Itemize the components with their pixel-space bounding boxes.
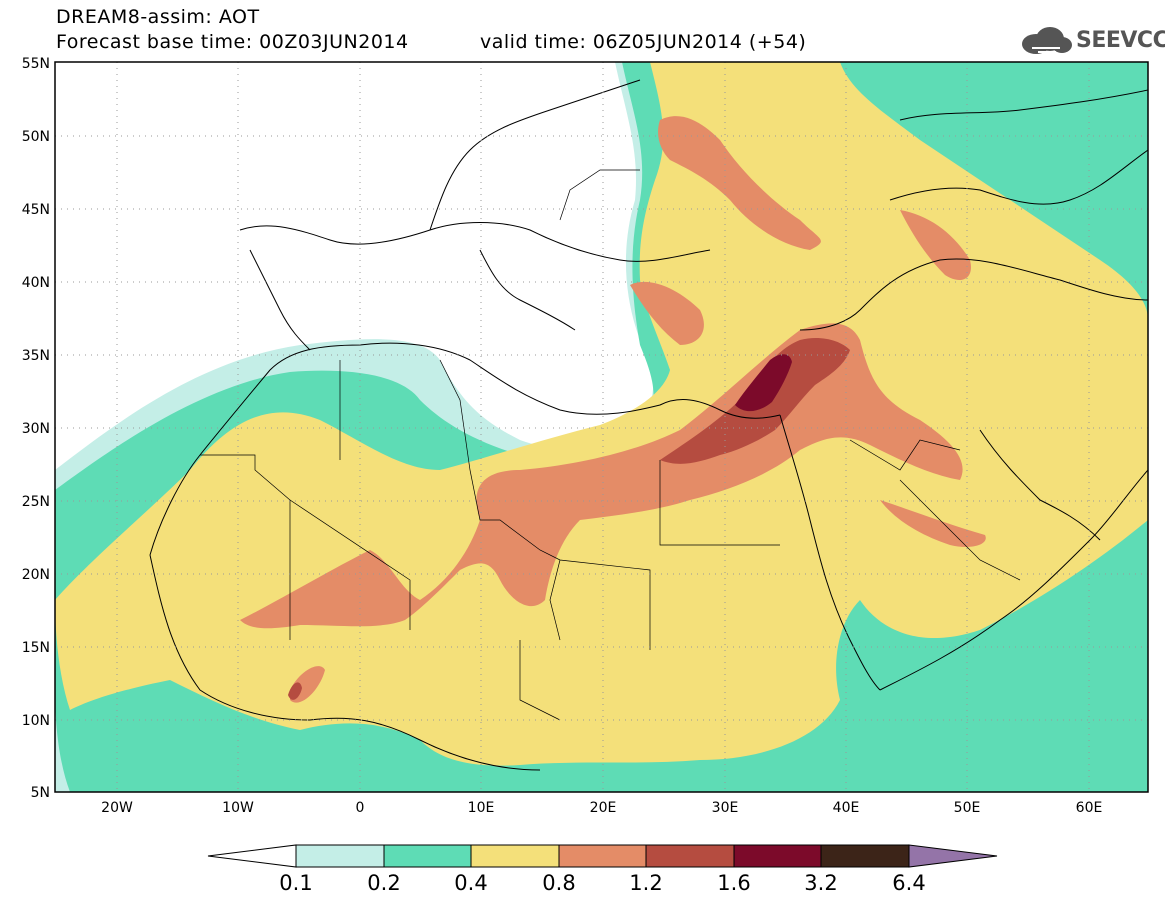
aot-band-1.6 — [735, 354, 792, 412]
valid-time: valid time: 06Z05JUN2014 (+54) — [480, 31, 807, 53]
lat-label: 5N — [31, 785, 50, 801]
colorbar-overflow — [908, 844, 998, 868]
lat-label: 30N — [22, 421, 50, 437]
colorbar-label: 0.4 — [454, 871, 487, 895]
lat-label: 35N — [22, 348, 50, 364]
lon-label: 10W — [222, 800, 254, 816]
colorbar-labels: 0.1 0.2 0.4 0.8 1.2 1.6 3.2 6.4 — [279, 871, 925, 895]
colorbar-label: 0.1 — [279, 871, 312, 895]
map-title: DREAM8-assim: AOT — [56, 6, 260, 28]
colorbar-swatch — [470, 844, 560, 868]
plot-frame — [54, 61, 1149, 793]
lat-label: 50N — [22, 129, 50, 145]
cloud-logo-icon — [1022, 27, 1072, 54]
lat-label: 15N — [22, 640, 50, 656]
lon-label: 50E — [954, 800, 981, 816]
lon-label: 20E — [590, 800, 617, 816]
lon-axis: 20W 10W 0 10E 20E 30E 40E 50E 60E — [101, 800, 1102, 816]
lat-label: 25N — [22, 494, 50, 510]
lat-label: 20N — [22, 567, 50, 583]
seevccc-logo: SEEVCCC — [1018, 26, 1165, 56]
colorbar-label: 3.2 — [804, 871, 837, 895]
lon-label: 60E — [1076, 800, 1103, 816]
colorbar-swatch — [558, 844, 647, 868]
colorbar-label: 1.2 — [629, 871, 662, 895]
aot-band-0.8 — [240, 116, 986, 703]
colorbar-label: 1.6 — [717, 871, 750, 895]
lat-label: 40N — [22, 275, 50, 291]
colorbar-swatch — [645, 844, 735, 868]
lon-label: 40E — [833, 800, 860, 816]
lon-label: 0 — [356, 800, 365, 816]
lat-label: 45N — [22, 202, 50, 218]
borders — [200, 169, 1021, 721]
colorbar-label: 0.2 — [367, 871, 400, 895]
colorbar-swatch — [383, 844, 472, 868]
coastlines — [149, 79, 1148, 771]
lon-label: 10E — [468, 800, 495, 816]
lat-label: 10N — [22, 713, 50, 729]
aot-field — [55, 62, 1148, 792]
colorbar-label: 6.4 — [892, 871, 925, 895]
colorbar — [207, 844, 998, 868]
forecast-base-time: Forecast base time: 00Z03JUN2014 — [56, 31, 409, 53]
grid — [55, 62, 1148, 792]
colorbar-swatch — [733, 844, 822, 868]
colorbar-swatch — [295, 844, 385, 868]
colorbar-label: 0.8 — [542, 871, 575, 895]
lat-axis: 55N 50N 45N 40N 35N 30N 25N 20N 15N 10N … — [22, 56, 50, 801]
lon-label: 30E — [712, 800, 739, 816]
lat-label: 55N — [22, 56, 50, 72]
lon-label: 20W — [101, 800, 133, 816]
colorbar-underflow — [207, 844, 297, 868]
colorbar-swatch — [820, 844, 910, 868]
logo-text: SEEVCCC — [1076, 28, 1165, 53]
